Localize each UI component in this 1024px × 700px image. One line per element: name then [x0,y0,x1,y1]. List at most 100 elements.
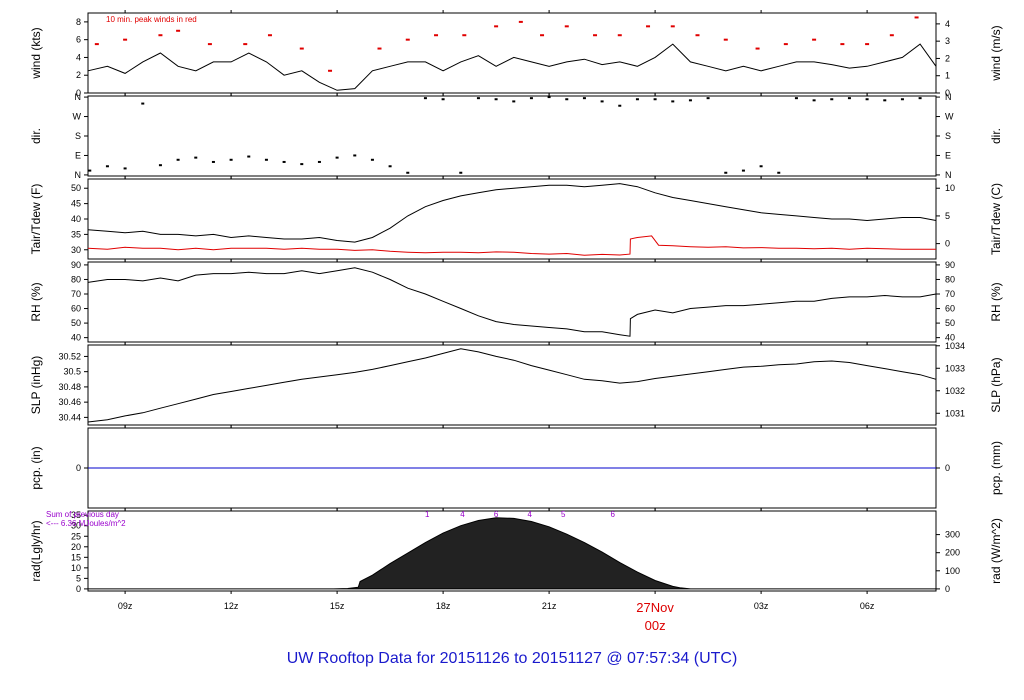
temp-ytick-label-left: 40 [71,214,81,224]
wind-peak-mark [889,34,894,37]
dir-point [406,171,410,174]
rh-ytick-label-right: 90 [945,260,955,270]
dir-point [918,97,922,100]
rad-ylabel-left: rad(Lgly/hr) [29,520,43,581]
wind-ytick-label-left: 8 [76,17,81,27]
rad-uv-mark: 6 [610,510,615,519]
time-tick-label: 06z [860,601,875,611]
rad-ytick-label-left: 15 [71,552,81,562]
dir-ytick-label-right: W [945,112,954,122]
dir-ytick-label-right: E [945,150,951,160]
wind-ytick-label-right: 3 [945,36,950,46]
rh-ytick-label-right: 40 [945,333,955,343]
pcp-ylabel-right: pcp. (mm) [989,441,1003,495]
wind-ytick-label-right: 1 [945,71,950,81]
dir-point [830,98,834,101]
dir-point [141,102,145,105]
wind-ylabel-right: wind (m/s) [989,25,1003,81]
rad-ytick-label-right: 0 [945,584,950,594]
wind-ytick-label-right: 0 [945,88,950,98]
rad-ytick-label-left: 20 [71,542,81,552]
wind-annotation: 10 min. peak winds in red [106,15,197,24]
dir-point [688,99,692,102]
rad-ytick-label-left: 25 [71,531,81,541]
wind-ytick-label-left: 4 [76,52,81,62]
wind-ytick-label-left: 0 [76,88,81,98]
time-tick-label: 21z [542,601,557,611]
dir-point [264,158,268,161]
dir-point [282,160,286,163]
dir-point [300,163,304,166]
rad-ytick-label-left: 5 [76,573,81,583]
dir-point [706,97,710,100]
rh-rh-line [87,267,937,337]
dir-ytick-label-left: E [75,150,81,160]
slp-slp-line [87,348,937,423]
wind-peak-mark [267,34,272,37]
slp-ytick-label-right: 1033 [945,363,965,373]
wind-frame [87,12,937,94]
wind-peak-mark [243,43,248,46]
rh-frame [87,261,937,343]
wind-peak-mark [434,34,439,37]
dir-point [194,156,198,159]
rad-note-line-1: Sum of previous day [46,510,119,519]
rh-ylabel-right: RH (%) [989,282,1003,321]
slp-ytick-label-right: 1032 [945,386,965,396]
dir-point [900,98,904,101]
dir-point [123,167,127,170]
temp-ytick-label-right: 0 [945,239,950,249]
date-label: 27Nov [636,600,674,615]
rh-ytick-label-left: 60 [71,304,81,314]
time-tick-label: 15z [330,601,345,611]
pcp-ylabel-left: pcp. (in) [29,446,43,489]
slp-ytick-label-left: 30.46 [58,397,81,407]
wind-ytick-label-left: 6 [76,35,81,45]
dir-ytick-label-left: S [75,131,81,141]
dir-point [794,97,798,100]
dir-point [158,164,162,167]
wind-peak-mark [723,38,728,41]
temp-ytick-label-left: 45 [71,199,81,209]
dir-point [105,165,109,168]
wind-peak-mark [158,34,163,37]
date-label-hour: 00z [645,618,666,633]
rad-ytick-label-right: 100 [945,566,960,576]
wind-peak-mark [94,43,99,46]
dir-point [88,169,92,172]
wind-peak-mark [670,25,675,28]
wind-peak-mark [914,16,919,19]
dir-point [883,99,887,102]
wind-peak-mark [593,34,598,37]
wind-ylabel-left: wind (kts) [29,27,43,79]
dir-point [529,97,533,100]
wind-peak-mark [840,43,845,46]
wind-peak-mark [123,38,128,41]
wind-peak-mark [462,34,467,37]
time-tick-label: 09z [118,601,133,611]
wind-peak-mark [299,47,304,50]
dir-point [370,158,374,161]
temp-ylabel-left: Tair/Tdew (F) [29,184,43,255]
wind-peak-mark [783,43,788,46]
wind-ytick-label-left: 2 [76,70,81,80]
dir-point [459,171,463,174]
rad-ytick-label-left: 10 [71,563,81,573]
dir-point [741,169,745,172]
dir-ytick-label-right: N [945,170,952,180]
dir-point [671,100,675,103]
dir-point [476,97,480,100]
dir-point [865,98,869,101]
slp-frame [87,344,937,426]
dir-point [441,98,445,101]
dir-point [724,171,728,174]
dir-point [353,154,357,157]
rh-ylabel-left: RH (%) [29,282,43,321]
rh-ytick-label-left: 90 [71,260,81,270]
dir-point [247,155,251,158]
temp-ytick-label-left: 50 [71,183,81,193]
wind-peak-mark [494,25,499,28]
slp-ytick-label-left: 30.44 [58,412,81,422]
dir-point [582,97,586,100]
temp-frame [87,178,937,260]
